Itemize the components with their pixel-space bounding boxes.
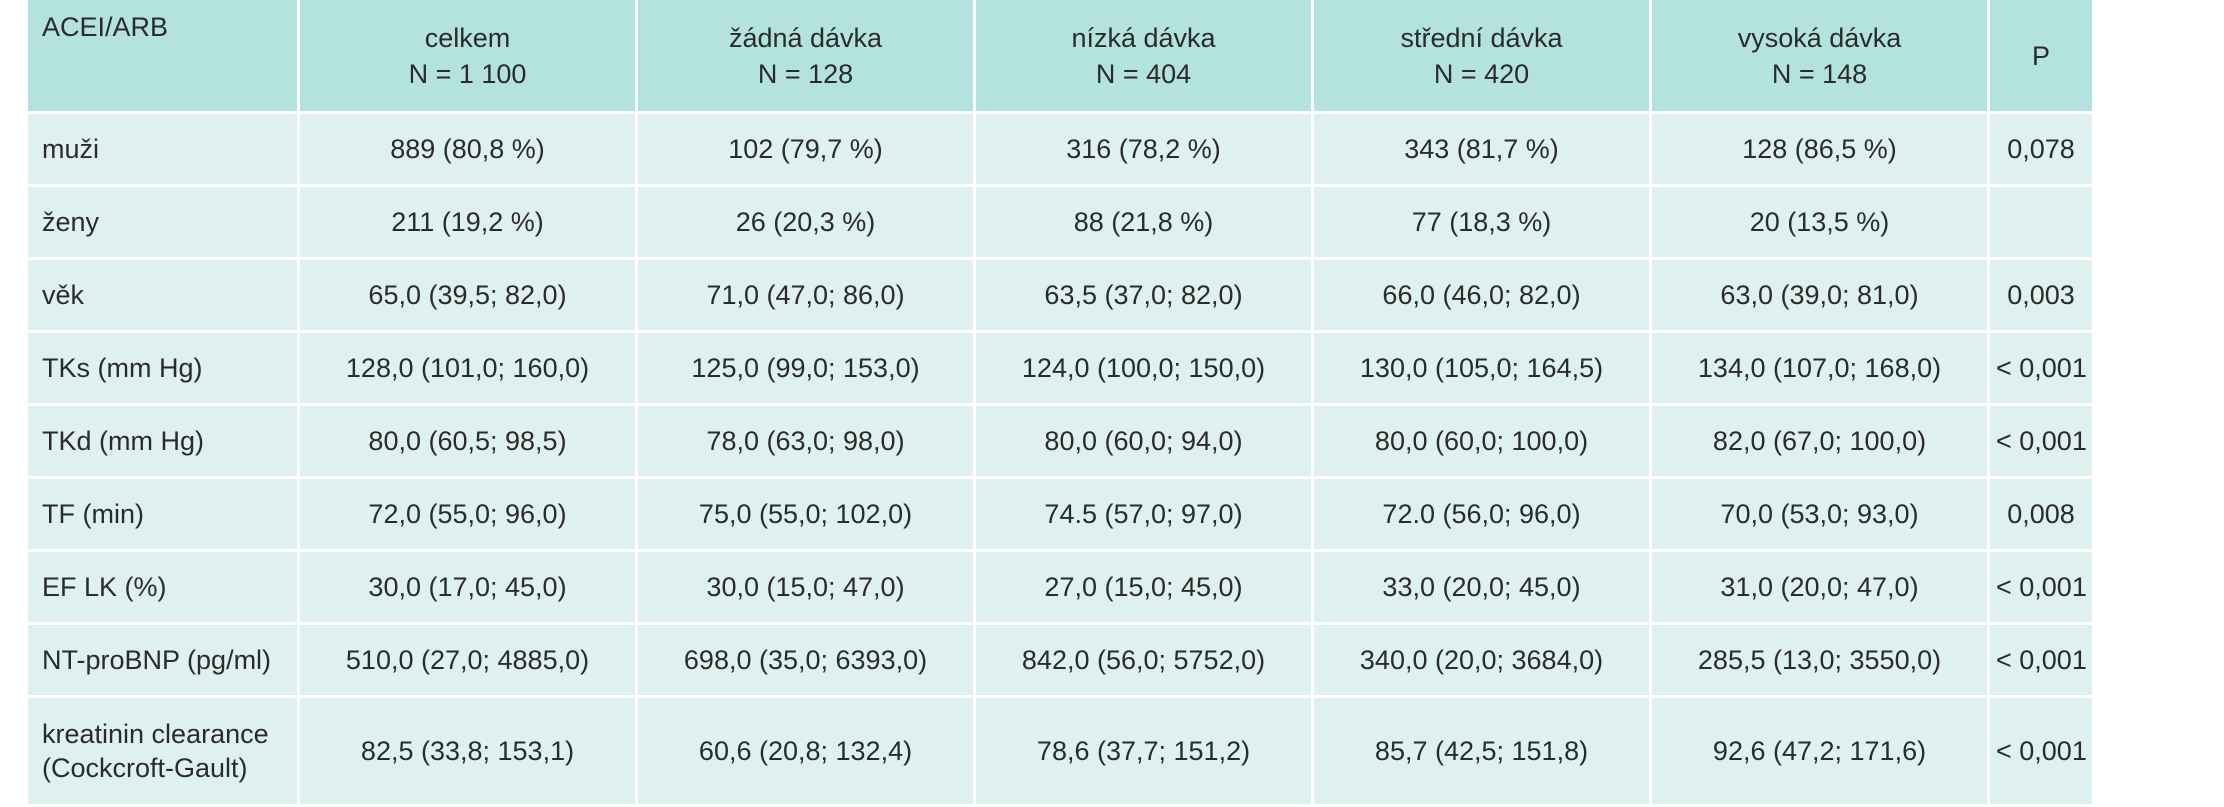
table-row: EF LK (%) 30,0 (17,0; 45,0) 30,0 (15,0; … [28,552,2092,625]
table-cell: 66,0 (46,0; 82,0) [1314,260,1652,333]
table-cell: 125,0 (99,0; 153,0) [638,333,976,406]
header-cell-total: celkem N = 1 100 [300,0,638,114]
table-cell: 0,008 [1990,479,2092,552]
table-cell: 71,0 (47,0; 86,0) [638,260,976,333]
table-cell: 92,6 (47,2; 171,6) [1652,698,1990,807]
table-row: kreatinin clearance (Cockcroft-Gault) 82… [28,698,2092,807]
row-label: NT-proBNP (pg/ml) [28,625,300,698]
table-cell: < 0,001 [1990,333,2092,406]
table-cell: 75,0 (55,0; 102,0) [638,479,976,552]
data-table-container: ACEI/ARB celkem N = 1 100 žádná dávka N … [28,0,2092,807]
row-label: ženy [28,187,300,260]
row-label: EF LK (%) [28,552,300,625]
table-cell: 211 (19,2 %) [300,187,638,260]
table-cell: < 0,001 [1990,625,2092,698]
table-cell: 285,5 (13,0; 3550,0) [1652,625,1990,698]
table-row: TKs (mm Hg) 128,0 (101,0; 160,0) 125,0 (… [28,333,2092,406]
table-cell: < 0,001 [1990,406,2092,479]
table-cell: 78,6 (37,7; 151,2) [976,698,1314,807]
table-cell: 78,0 (63,0; 98,0) [638,406,976,479]
table-cell: 33,0 (20,0; 45,0) [1314,552,1652,625]
header-title: celkem [424,22,511,53]
table-cell: 510,0 (27,0; 4885,0) [300,625,638,698]
table-cell: < 0,001 [1990,552,2092,625]
table-cell: 128,0 (101,0; 160,0) [300,333,638,406]
table-cell: 72,0 (55,0; 96,0) [300,479,638,552]
header-subtitle: N = 1 100 [408,58,527,89]
header-title: střední dávka [1400,22,1563,53]
table-cell: 74.5 (57,0; 97,0) [976,479,1314,552]
table-cell: 30,0 (17,0; 45,0) [300,552,638,625]
table-cell: 30,0 (15,0; 47,0) [638,552,976,625]
table-row: muži 889 (80,8 %) 102 (79,7 %) 316 (78,2… [28,114,2092,187]
table-row: ženy 211 (19,2 %) 26 (20,3 %) 88 (21,8 %… [28,187,2092,260]
table-cell: 0,078 [1990,114,2092,187]
table-cell [1990,187,2092,260]
table-cell: 82,0 (67,0; 100,0) [1652,406,1990,479]
table-cell: 0,003 [1990,260,2092,333]
table-cell: 31,0 (20,0; 47,0) [1652,552,1990,625]
table-cell: 343 (81,7 %) [1314,114,1652,187]
table-cell: 70,0 (53,0; 93,0) [1652,479,1990,552]
row-label: TKs (mm Hg) [28,333,300,406]
header-title: nízká dávka [1071,22,1216,53]
header-title: vysoká dávka [1737,22,1902,53]
table-cell: 60,6 (20,8; 132,4) [638,698,976,807]
table-cell: 80,0 (60,0; 100,0) [1314,406,1652,479]
header-subtitle: N = 404 [1095,58,1192,89]
header-row: ACEI/ARB celkem N = 1 100 žádná dávka N … [28,0,2092,114]
row-label: kreatinin clearance (Cockcroft-Gault) [28,698,300,807]
table-row: NT-proBNP (pg/ml) 510,0 (27,0; 4885,0) 6… [28,625,2092,698]
data-table: ACEI/ARB celkem N = 1 100 žádná dávka N … [28,0,2092,807]
row-label: věk [28,260,300,333]
table-cell: 102 (79,7 %) [638,114,976,187]
header-subtitle: N = 148 [1771,58,1868,89]
table-cell: 85,7 (42,5; 151,8) [1314,698,1652,807]
table-cell: 124,0 (100,0; 150,0) [976,333,1314,406]
table-cell: 130,0 (105,0; 164,5) [1314,333,1652,406]
table-cell: 26 (20,3 %) [638,187,976,260]
header-cell-medium-dose: střední dávka N = 420 [1314,0,1652,114]
header-title: P [2031,40,2050,71]
table-cell: 842,0 (56,0; 5752,0) [976,625,1314,698]
row-label: TF (min) [28,479,300,552]
row-label: muži [28,114,300,187]
table-cell: 134,0 (107,0; 168,0) [1652,333,1990,406]
table-cell: 65,0 (39,5; 82,0) [300,260,638,333]
header-subtitle: N = 128 [757,58,854,89]
table-cell: 80,0 (60,0; 94,0) [976,406,1314,479]
table-cell: 340,0 (20,0; 3684,0) [1314,625,1652,698]
table-cell: 80,0 (60,5; 98,5) [300,406,638,479]
header-cell-high-dose: vysoká dávka N = 148 [1652,0,1990,114]
table-row: TF (min) 72,0 (55,0; 96,0) 75,0 (55,0; 1… [28,479,2092,552]
header-cell-no-dose: žádná dávka N = 128 [638,0,976,114]
header-subtitle: N = 420 [1433,58,1530,89]
header-cell-low-dose: nízká dávka N = 404 [976,0,1314,114]
row-label: TKd (mm Hg) [28,406,300,479]
table-cell: 63,0 (39,0; 81,0) [1652,260,1990,333]
table-cell: < 0,001 [1990,698,2092,807]
table-cell: 128 (86,5 %) [1652,114,1990,187]
table-cell: 72.0 (56,0; 96,0) [1314,479,1652,552]
table-cell: 27,0 (15,0; 45,0) [976,552,1314,625]
table-cell: 889 (80,8 %) [300,114,638,187]
header-cell-p-value: P [1990,0,2092,114]
header-cell-group: ACEI/ARB [28,0,300,114]
header-title: ACEI/ARB [42,12,169,42]
table-cell: 63,5 (37,0; 82,0) [976,260,1314,333]
table-cell: 20 (13,5 %) [1652,187,1990,260]
table-cell: 698,0 (35,0; 6393,0) [638,625,976,698]
table-cell: 316 (78,2 %) [976,114,1314,187]
table-row: TKd (mm Hg) 80,0 (60,5; 98,5) 78,0 (63,0… [28,406,2092,479]
table-row: věk 65,0 (39,5; 82,0) 71,0 (47,0; 86,0) … [28,260,2092,333]
header-title: žádná dávka [728,22,883,53]
table-cell: 77 (18,3 %) [1314,187,1652,260]
table-cell: 88 (21,8 %) [976,187,1314,260]
table-cell: 82,5 (33,8; 153,1) [300,698,638,807]
